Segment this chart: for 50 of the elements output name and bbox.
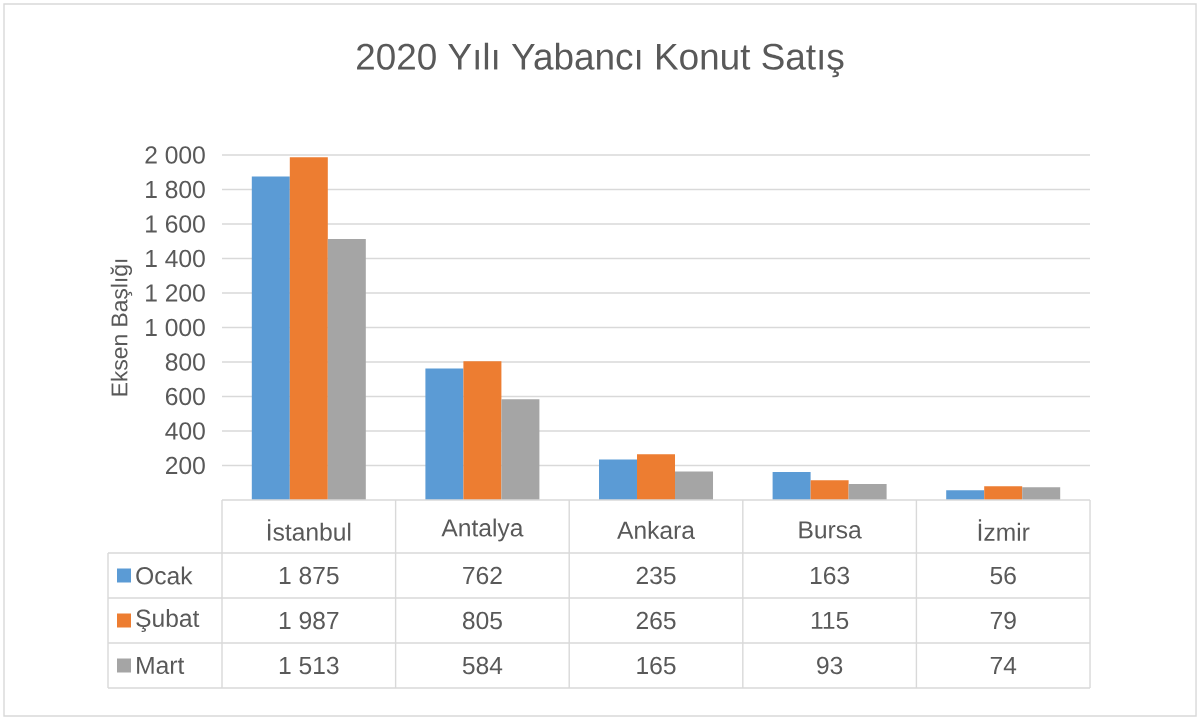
y-axis-title: Eksen Başlığı bbox=[110, 259, 133, 396]
legend-label: Şubat bbox=[136, 608, 200, 633]
data-label: 163 bbox=[810, 566, 850, 585]
bar bbox=[501, 399, 540, 500]
y-tick-label: 1 000 bbox=[146, 318, 205, 337]
y-tick-label: 1 400 bbox=[146, 249, 205, 268]
data-label: 56 bbox=[990, 566, 1016, 585]
bar bbox=[425, 368, 464, 500]
data-label: 762 bbox=[463, 566, 502, 585]
x-tick-label: İzmir bbox=[978, 519, 1030, 541]
bar bbox=[946, 490, 985, 500]
x-tick-label: Bursa bbox=[799, 521, 862, 539]
bar bbox=[327, 239, 366, 500]
data-label: 1 875 bbox=[279, 566, 339, 585]
bar bbox=[463, 361, 502, 500]
data-label: 93 bbox=[817, 656, 843, 675]
bar bbox=[984, 486, 1023, 500]
y-tick-label: 800 bbox=[165, 353, 205, 371]
y-tick-label: 1 200 bbox=[146, 284, 205, 302]
bar bbox=[772, 471, 811, 500]
chart-title: 2020 Yılı Yabancı Konut Satış bbox=[357, 42, 844, 78]
data-label: 584 bbox=[462, 656, 503, 675]
bar bbox=[289, 157, 328, 500]
data-label: 1 513 bbox=[279, 656, 339, 675]
bar bbox=[810, 480, 849, 500]
bar bbox=[675, 471, 714, 500]
x-tick-label: Ankara bbox=[617, 520, 695, 540]
x-tick-label: İstanbul bbox=[267, 519, 351, 541]
y-tick-label: 200 bbox=[165, 456, 205, 475]
y-tick-label: 400 bbox=[165, 422, 205, 440]
y-tick-label: 1 800 bbox=[146, 180, 205, 199]
data-label: 115 bbox=[811, 611, 849, 630]
y-tick-label: 600 bbox=[165, 387, 205, 406]
bar bbox=[637, 454, 676, 500]
data-label: 1 987 bbox=[279, 611, 339, 630]
y-tick-label: 2 000 bbox=[145, 146, 205, 164]
x-tick-label: Antalya bbox=[441, 518, 524, 542]
data-label: 805 bbox=[462, 611, 502, 630]
bar bbox=[599, 459, 638, 500]
data-label: 74 bbox=[990, 657, 1017, 674]
legend-label: Ocak bbox=[136, 566, 193, 585]
data-label: 265 bbox=[636, 611, 676, 630]
data-label: 79 bbox=[990, 611, 1016, 630]
data-label: 235 bbox=[636, 566, 676, 585]
bar bbox=[1022, 487, 1061, 500]
bar bbox=[251, 176, 290, 500]
legend-label: Mart bbox=[137, 656, 185, 675]
data-label: 165 bbox=[637, 656, 676, 675]
bar bbox=[848, 483, 887, 500]
y-tick-label: 1 600 bbox=[146, 215, 205, 233]
